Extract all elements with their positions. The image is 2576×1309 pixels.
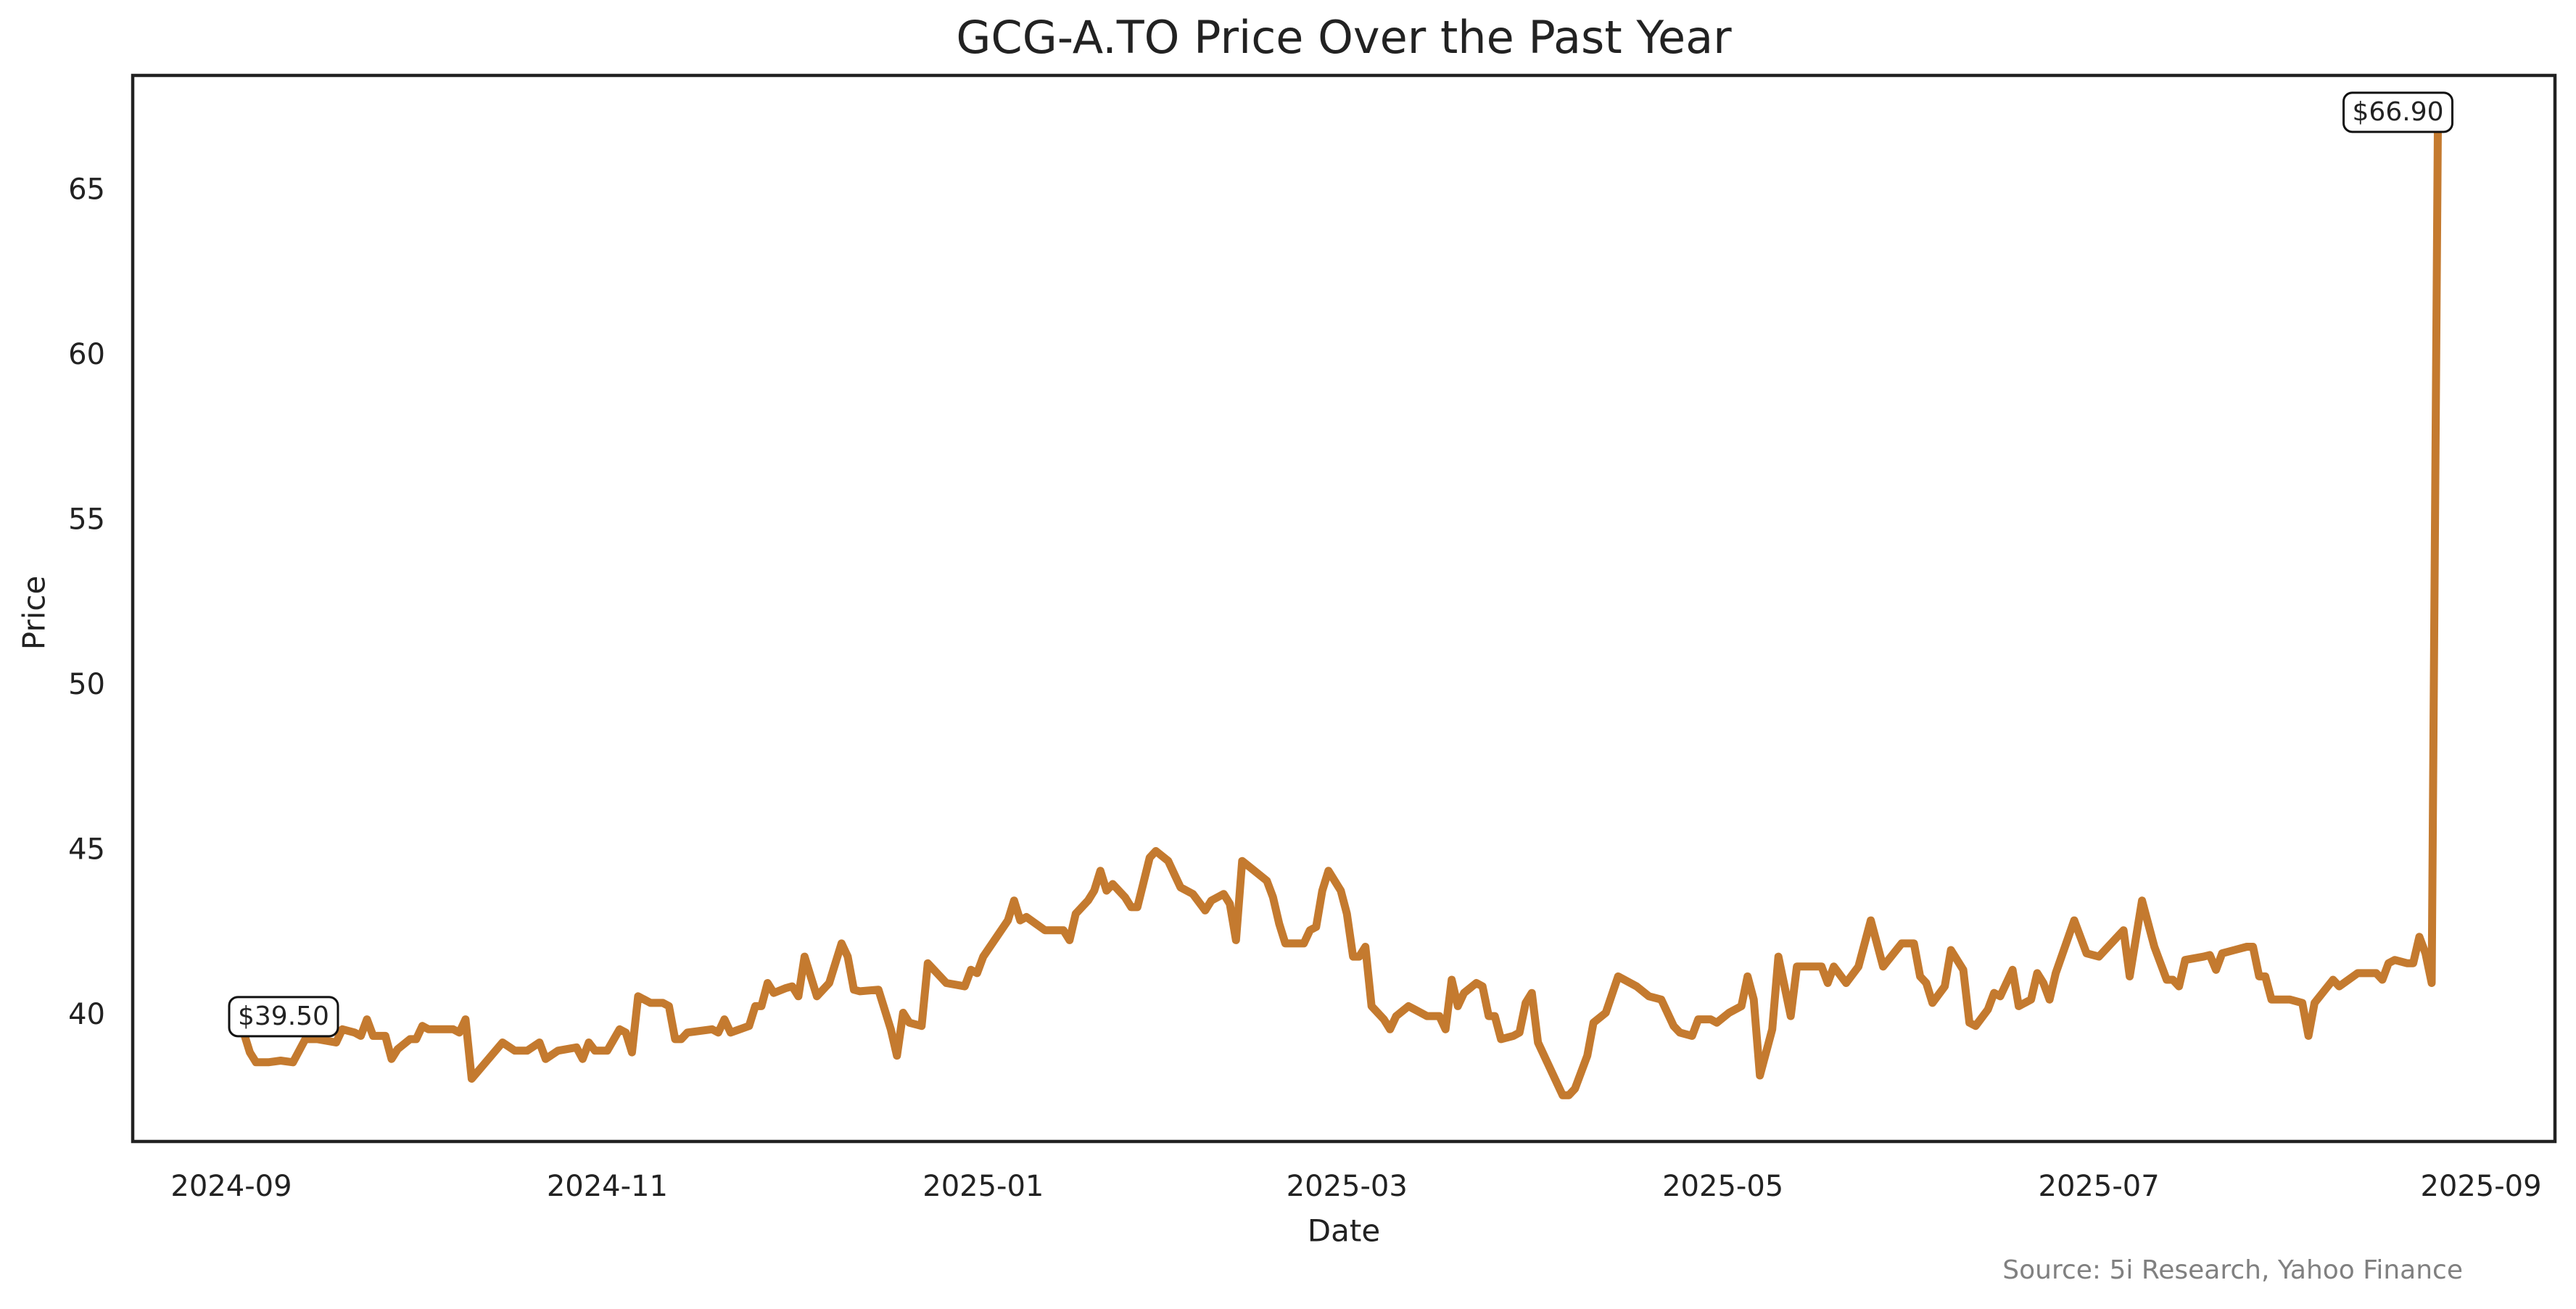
y-tick-label: 55 [68,503,105,536]
y-tick-label: 45 [68,833,105,867]
annotation-box [2342,91,2454,133]
x-tick-label: 2024-09 [170,1170,292,1203]
price-line [239,124,2442,1099]
y-tick-label: 50 [68,668,105,701]
plot-frame [131,73,2557,1144]
annotation-label: $39.50 [238,1002,329,1031]
x-tick-label: 2025-01 [922,1170,1044,1203]
y-tick-label: 65 [68,173,105,206]
x-tick-label: 2025-05 [1662,1170,1783,1203]
annotation-box [228,996,339,1038]
x-tick-label: 2025-07 [2039,1170,2160,1203]
source-note: Source: 5i Research, Yahoo Finance [2002,1255,2463,1285]
annotation-label: $66.90 [2353,97,2444,127]
x-tick-label: 2024-11 [547,1170,668,1203]
chart-title: GCG-A.TO Price Over the Past Year [956,11,1732,64]
y-tick-label: 40 [68,998,105,1031]
x-axis-label: Date [1308,1213,1380,1249]
x-tick-label: 2025-09 [2420,1170,2541,1203]
y-axis-label: Price [17,576,52,650]
x-tick-label: 2025-03 [1287,1170,1408,1203]
y-tick-label: 60 [68,338,105,371]
